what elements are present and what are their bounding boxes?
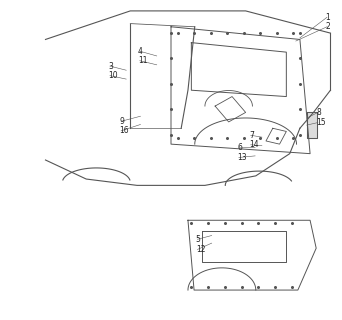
Text: 12: 12	[196, 245, 205, 254]
Text: 6: 6	[237, 143, 242, 152]
Text: 10: 10	[108, 71, 118, 80]
Text: 13: 13	[237, 153, 247, 162]
Text: 15: 15	[316, 118, 326, 127]
Text: 4: 4	[138, 47, 143, 56]
Text: 14: 14	[249, 140, 259, 149]
Text: 1: 1	[325, 13, 330, 22]
Polygon shape	[307, 112, 317, 138]
Text: 16: 16	[119, 126, 129, 135]
Text: 9: 9	[119, 117, 124, 126]
Text: 2: 2	[325, 22, 330, 31]
Text: 7: 7	[249, 131, 254, 140]
Text: 8: 8	[316, 108, 321, 117]
Text: 11: 11	[138, 56, 148, 65]
Text: 5: 5	[196, 235, 201, 244]
Text: 3: 3	[108, 62, 113, 71]
